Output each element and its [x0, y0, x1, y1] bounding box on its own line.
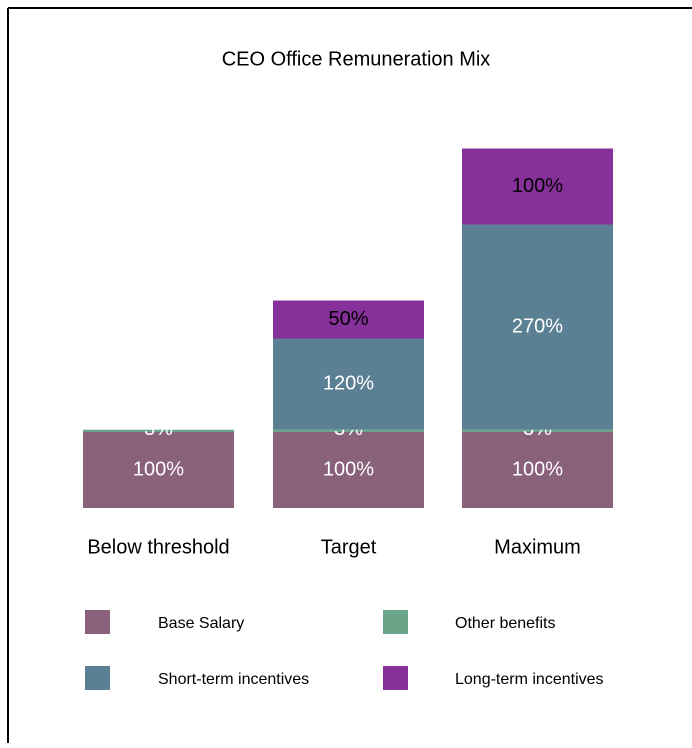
data-label: 100% — [133, 458, 184, 480]
legend-label: Long-term incentives — [455, 671, 604, 688]
x-tick-label: Maximum — [494, 536, 581, 558]
bar-segment — [462, 148, 613, 225]
x-tick-label: Below threshold — [87, 536, 229, 558]
data-label: 100% — [323, 458, 374, 480]
bar-segment — [273, 432, 424, 508]
data-label: 50% — [328, 308, 368, 330]
chart-title: CEO Office Remuneration Mix — [222, 48, 491, 70]
data-label: 270% — [512, 315, 563, 337]
data-label: 100% — [512, 458, 563, 480]
legend-swatch — [85, 666, 110, 690]
legend-label: Other benefits — [455, 615, 556, 632]
legend-swatch — [383, 610, 408, 634]
legend-label: Base Salary — [158, 615, 244, 632]
bar-segment — [273, 429, 424, 432]
bar-segment — [83, 432, 234, 508]
bar-segment — [462, 224, 613, 430]
data-label: 120% — [323, 372, 374, 394]
legend-swatch — [383, 666, 408, 690]
bar-segment — [462, 429, 613, 432]
legend-label: Short-term incentives — [158, 671, 309, 688]
bar-segment — [83, 429, 234, 432]
legend-swatch — [85, 610, 110, 634]
bar-segment — [273, 300, 424, 339]
x-tick-label: Target — [321, 536, 377, 558]
bar-segment — [462, 432, 613, 508]
bar-segment — [273, 338, 424, 430]
data-label: 3% — [144, 418, 173, 440]
data-label: 100% — [512, 175, 563, 197]
